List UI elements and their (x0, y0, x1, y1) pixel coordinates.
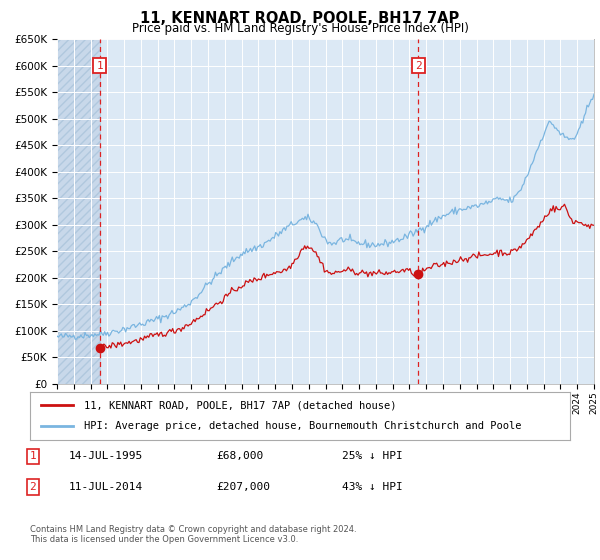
Text: 1: 1 (96, 60, 103, 71)
Text: 14-JUL-1995: 14-JUL-1995 (69, 451, 143, 461)
Text: 43% ↓ HPI: 43% ↓ HPI (342, 482, 403, 492)
Bar (57, 39, 100, 384)
Text: 11, KENNART ROAD, POOLE, BH17 7AP: 11, KENNART ROAD, POOLE, BH17 7AP (140, 11, 460, 26)
Text: 11, KENNART ROAD, POOLE, BH17 7AP (detached house): 11, KENNART ROAD, POOLE, BH17 7AP (detac… (84, 400, 397, 410)
Text: £207,000: £207,000 (216, 482, 270, 492)
Text: 1: 1 (29, 451, 37, 461)
Text: HPI: Average price, detached house, Bournemouth Christchurch and Poole: HPI: Average price, detached house, Bour… (84, 421, 521, 431)
Text: 2: 2 (415, 60, 422, 71)
Text: £68,000: £68,000 (216, 451, 263, 461)
Text: 2: 2 (29, 482, 37, 492)
Text: Price paid vs. HM Land Registry's House Price Index (HPI): Price paid vs. HM Land Registry's House … (131, 22, 469, 35)
Text: 25% ↓ HPI: 25% ↓ HPI (342, 451, 403, 461)
Text: 11-JUL-2014: 11-JUL-2014 (69, 482, 143, 492)
Text: This data is licensed under the Open Government Licence v3.0.: This data is licensed under the Open Gov… (30, 534, 298, 544)
Text: Contains HM Land Registry data © Crown copyright and database right 2024.: Contains HM Land Registry data © Crown c… (30, 525, 356, 534)
